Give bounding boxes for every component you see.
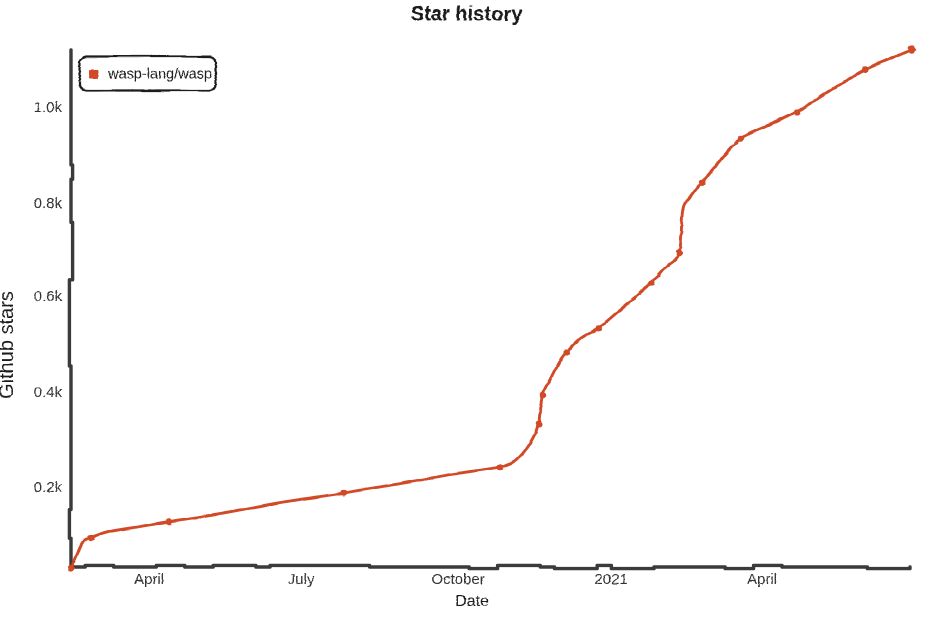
svg-text:0.2k: 0.2k xyxy=(34,479,63,496)
svg-text:2021: 2021 xyxy=(594,571,627,588)
svg-text:wasp-lang/wasp: wasp-lang/wasp xyxy=(107,67,212,83)
svg-text:April: April xyxy=(747,571,777,588)
svg-text:0.6k: 0.6k xyxy=(34,288,63,305)
svg-text:0.8k: 0.8k xyxy=(34,195,63,212)
svg-text:Github stars: Github stars xyxy=(0,291,18,399)
svg-text:July: July xyxy=(288,571,315,588)
svg-text:Date: Date xyxy=(455,593,489,610)
svg-text:April: April xyxy=(134,571,164,588)
svg-text:October: October xyxy=(431,571,484,588)
svg-text:0.4k: 0.4k xyxy=(34,384,63,401)
svg-text:Star history: Star history xyxy=(410,3,522,25)
svg-text:1.0k: 1.0k xyxy=(34,99,63,116)
